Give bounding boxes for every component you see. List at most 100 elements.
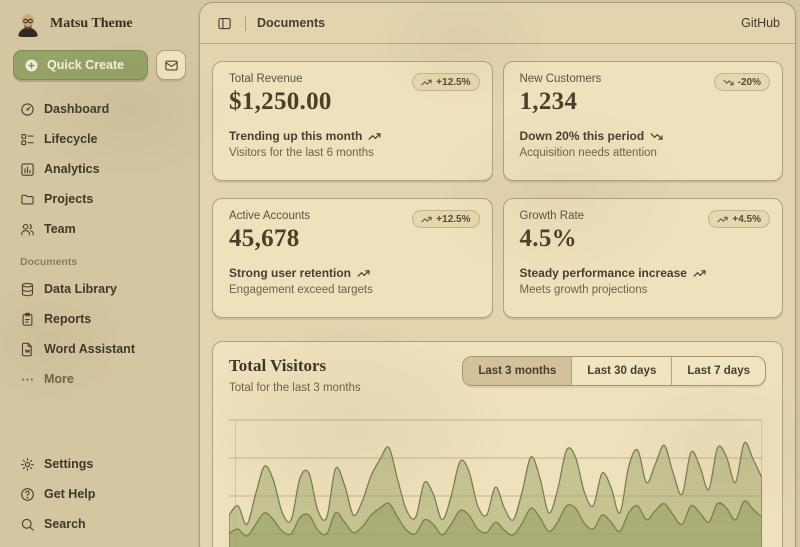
card-value: $1,250.00	[229, 88, 332, 115]
sidebar-item-analytics[interactable]: Analytics	[13, 154, 186, 184]
sidebar-item-projects[interactable]: Projects	[13, 184, 186, 214]
sidebar-item-reports[interactable]: Reports	[13, 304, 186, 334]
github-link[interactable]: GitHub	[741, 16, 780, 30]
nav-label: Word Assistant	[44, 342, 135, 356]
nav-label: Team	[44, 222, 76, 236]
sidebar-item-settings[interactable]: Settings	[13, 449, 186, 479]
clipboard-icon	[20, 312, 35, 327]
trending-down-icon	[650, 130, 663, 143]
trending-up-icon	[717, 214, 728, 225]
sidebar-main-nav: Dashboard Lifecycle Analytics	[13, 94, 186, 244]
avatar	[15, 11, 41, 37]
tab-last-3-months[interactable]: Last 3 months	[463, 357, 573, 385]
gear-icon	[20, 457, 35, 472]
nav-label: More	[44, 372, 74, 386]
help-circle-icon	[20, 487, 35, 502]
footer-main-text: Strong user retention	[229, 266, 352, 280]
card-title: Growth Rate	[519, 210, 585, 222]
main-panel: Documents GitHub Total Revenue +12.5% $1…	[199, 2, 796, 547]
search-icon	[20, 517, 35, 532]
sidebar-header[interactable]: Matsu Theme	[13, 10, 186, 38]
tab-last-30-days[interactable]: Last 30 days	[572, 357, 673, 385]
card-value: 4.5%	[519, 225, 577, 252]
footer-sub-text: Acquisition needs attention	[519, 147, 657, 159]
nav-label: Dashboard	[44, 102, 110, 116]
card-value: 45,678	[229, 225, 300, 252]
sidebar-item-team[interactable]: Team	[13, 214, 186, 244]
app-title: Matsu Theme	[50, 16, 133, 31]
ellipsis-icon	[20, 372, 35, 387]
chart-subtitle: Total for the last 3 months	[229, 382, 361, 394]
tab-last-7-days[interactable]: Last 7 days	[672, 357, 765, 385]
sidebar-item-search[interactable]: Search	[13, 509, 186, 539]
sidebar-item-more[interactable]: More	[13, 364, 186, 394]
trend-badge: -20%	[713, 73, 770, 91]
list-details-icon	[20, 132, 35, 147]
badge-value: +12.5%	[436, 76, 471, 88]
total-visitors-card: Total Visitors Total for the last 3 mont…	[212, 341, 783, 547]
sidebar-section-documents: Documents	[20, 256, 78, 268]
trend-badge: +12.5%	[412, 210, 480, 228]
footer-main-text: Trending up this month	[229, 129, 363, 143]
chart-title: Total Visitors	[229, 356, 327, 375]
mail-button[interactable]	[156, 50, 186, 80]
footer-sub-text: Engagement exceed targets	[229, 284, 373, 296]
card-growth-rate: Growth Rate +4.5% 4.5% Steady performanc…	[502, 198, 783, 318]
nav-label: Settings	[44, 457, 94, 471]
card-total-revenue: Total Revenue +12.5% $1,250.00 Trending …	[212, 61, 493, 181]
mail-icon	[164, 58, 179, 73]
trending-up-icon	[693, 267, 706, 280]
trending-up-icon	[421, 214, 432, 225]
sidebar-item-dashboard[interactable]: Dashboard	[13, 94, 186, 124]
trend-badge: +4.5%	[708, 210, 770, 228]
sidebar-item-word-assistant[interactable]: Word Assistant	[13, 334, 186, 364]
nav-label: Analytics	[44, 162, 100, 176]
plus-circle-icon	[24, 58, 39, 73]
footer-main-text: Steady performance increase	[519, 266, 687, 280]
users-icon	[20, 222, 35, 237]
bar-chart-icon	[20, 162, 35, 177]
sidebar: Matsu Theme Quick Create	[0, 0, 199, 547]
trending-up-icon	[421, 77, 432, 88]
footer-sub-text: Meets growth projections	[519, 284, 648, 296]
sidebar-item-get-help[interactable]: Get Help	[13, 479, 186, 509]
footer-sub-text: Visitors for the last 6 months	[229, 147, 374, 159]
gauge-icon	[20, 102, 35, 117]
range-tabs: Last 3 months Last 30 days Last 7 days	[462, 356, 766, 386]
nav-label: Lifecycle	[44, 132, 98, 146]
nav-label: Reports	[44, 312, 92, 326]
sidebar-footer-nav: Settings Get Help Search	[13, 449, 186, 539]
quick-create-button[interactable]: Quick Create	[13, 50, 148, 80]
nav-label: Projects	[44, 192, 94, 206]
footer-main-text: Down 20% this period	[519, 129, 645, 143]
trending-up-icon	[357, 267, 370, 280]
sidebar-item-data-library[interactable]: Data Library	[13, 274, 186, 304]
stat-cards-grid: Total Revenue +12.5% $1,250.00 Trending …	[212, 61, 783, 318]
badge-value: +12.5%	[436, 213, 471, 225]
card-new-customers: New Customers -20% 1,234 Down 20% this p…	[502, 61, 783, 181]
card-title: New Customers	[519, 73, 602, 85]
file-word-icon	[20, 342, 35, 357]
badge-value: +4.5%	[732, 213, 761, 225]
sidebar-documents-nav: Data Library Reports Word Assistant	[13, 274, 186, 394]
sidebar-item-lifecycle[interactable]: Lifecycle	[13, 124, 186, 154]
database-icon	[20, 282, 35, 297]
sidebar-toggle-button[interactable]	[215, 14, 234, 33]
folder-icon	[20, 192, 35, 207]
quick-create-label: Quick Create	[47, 58, 125, 72]
trending-down-icon	[723, 77, 734, 88]
card-active-accounts: Active Accounts +12.5% 45,678 Strong use…	[212, 198, 493, 318]
panel-left-icon	[217, 16, 232, 31]
nav-label: Search	[44, 517, 86, 531]
nav-label: Get Help	[44, 487, 96, 501]
breadcrumb: Documents	[257, 16, 326, 30]
trending-up-icon	[368, 130, 381, 143]
topbar: Documents GitHub	[200, 3, 795, 44]
visitors-area-chart[interactable]	[229, 411, 766, 547]
card-title: Active Accounts	[229, 210, 311, 222]
badge-value: -20%	[737, 76, 761, 88]
card-value: 1,234	[519, 88, 578, 115]
nav-label: Data Library	[44, 282, 117, 296]
card-title: Total Revenue	[229, 73, 303, 85]
topbar-divider	[245, 15, 246, 31]
